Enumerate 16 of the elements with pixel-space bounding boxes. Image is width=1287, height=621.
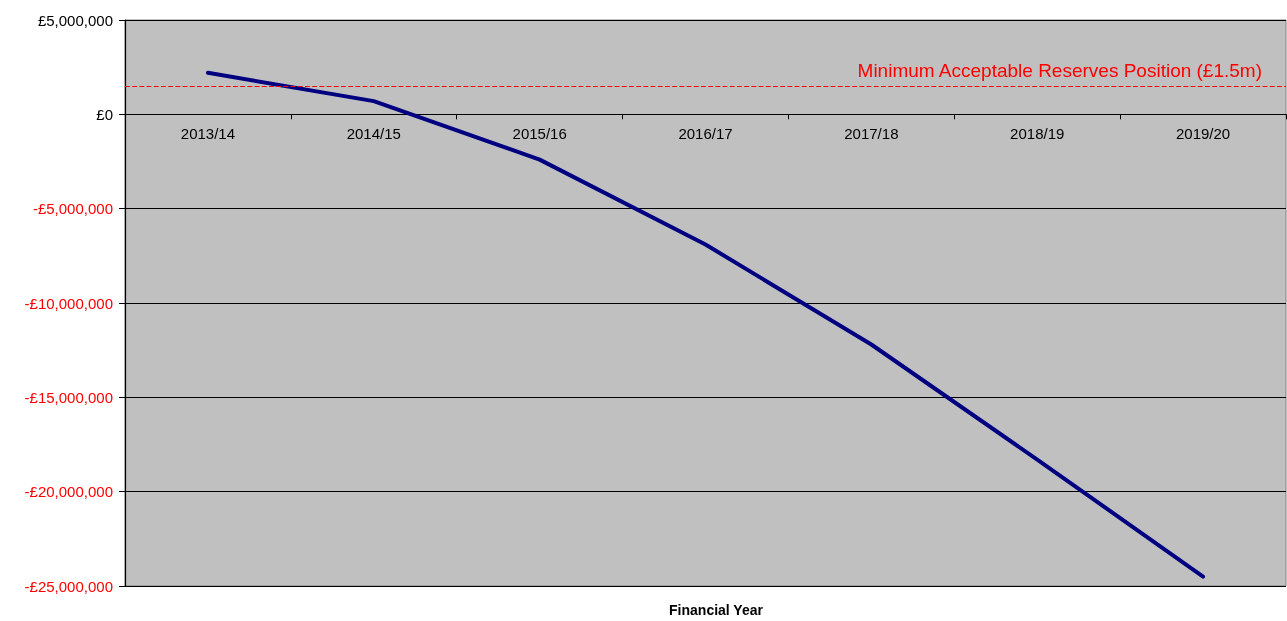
x-tick-label: 2014/15 [346, 125, 401, 143]
y-tick-label: -£25,000,000 [24, 577, 113, 595]
y-tick-label: -£10,000,000 [24, 294, 113, 312]
x-tick-label: 2019/20 [1175, 125, 1231, 143]
y-tick-label: -£5,000,000 [32, 200, 113, 218]
x-tick-label: 2016/17 [678, 125, 733, 143]
y-tick-label: -£20,000,000 [24, 483, 113, 501]
x-axis-title: Financial Year [669, 602, 764, 618]
y-tick-label: £0 [96, 105, 113, 123]
x-tick-label: 2015/16 [512, 125, 567, 143]
x-tick-label: 2017/18 [844, 125, 899, 143]
y-tick-label: -£15,000,000 [24, 388, 113, 406]
x-tick-label: 2018/19 [1010, 125, 1065, 143]
y-tick-label: £5,000,000 [37, 11, 113, 29]
ref-line-label: Minimum Acceptable Reserves Position (£1.5m) [857, 60, 1262, 82]
x-tick-label: 2013/14 [180, 125, 236, 143]
